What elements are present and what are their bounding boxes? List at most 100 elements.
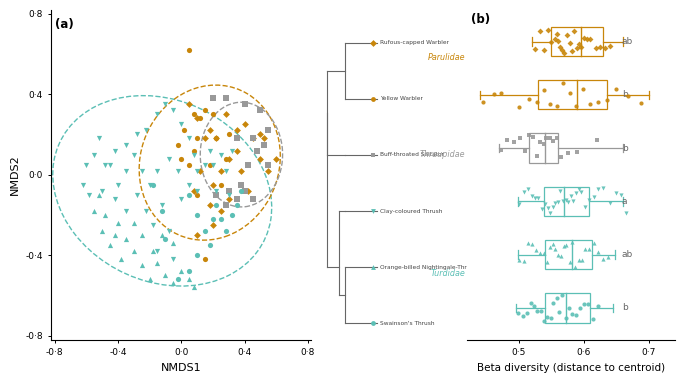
Point: [121, 141, 132, 147]
Point: [232, 136, 242, 142]
Point: [488, 91, 499, 97]
Point: [564, 40, 575, 46]
Point: [157, 232, 168, 238]
Point: [593, 303, 603, 309]
Point: [128, 248, 139, 254]
Point: [152, 168, 163, 174]
Point: [495, 90, 506, 96]
Point: [512, 310, 523, 316]
Point: [554, 44, 565, 50]
Text: b: b: [622, 144, 627, 152]
Point: [179, 127, 190, 134]
Point: [220, 95, 231, 101]
Text: ab: ab: [622, 250, 633, 259]
Point: [100, 212, 111, 218]
Point: [204, 202, 215, 208]
Point: [543, 205, 553, 211]
Point: [223, 188, 234, 194]
Point: [121, 236, 132, 242]
Point: [97, 188, 108, 194]
Point: [220, 228, 231, 234]
Point: [556, 253, 566, 259]
Point: [576, 257, 587, 263]
Point: [168, 256, 179, 262]
Point: [538, 46, 549, 53]
Point: [501, 136, 512, 142]
Point: [636, 99, 647, 106]
Point: [236, 188, 247, 194]
Text: Clay-coloured Thrush: Clay-coloured Thrush: [379, 209, 442, 214]
Point: [160, 236, 171, 242]
Point: [533, 195, 544, 202]
Point: [538, 318, 549, 324]
Point: [184, 192, 195, 198]
Point: [109, 147, 120, 154]
Point: [546, 39, 557, 45]
Point: [239, 121, 250, 127]
Text: b: b: [622, 303, 627, 312]
Point: [530, 46, 540, 52]
Point: [223, 192, 234, 198]
Point: [128, 220, 139, 226]
Point: [558, 197, 569, 204]
Point: [210, 202, 221, 208]
Point: [601, 98, 612, 104]
Point: [184, 182, 195, 188]
Point: [552, 252, 563, 258]
Point: [552, 199, 563, 205]
Point: [220, 168, 231, 174]
Point: [199, 136, 210, 142]
Point: [573, 257, 584, 263]
Point: [534, 28, 545, 35]
Point: [565, 193, 576, 199]
Point: [542, 314, 553, 320]
Point: [566, 239, 577, 245]
Point: [525, 300, 536, 306]
Point: [623, 93, 634, 99]
Point: [258, 136, 269, 142]
Point: [157, 208, 168, 214]
Point: [368, 152, 379, 158]
Point: [188, 111, 199, 118]
Point: [578, 35, 589, 41]
Point: [368, 96, 379, 102]
Point: [566, 48, 577, 54]
Point: [562, 32, 573, 38]
Point: [192, 188, 203, 194]
Point: [204, 162, 215, 168]
Point: [584, 246, 595, 252]
Point: [569, 28, 580, 34]
Point: [477, 99, 488, 106]
Text: Parulidae: Parulidae: [428, 53, 465, 62]
Point: [564, 90, 575, 96]
Point: [514, 104, 525, 110]
Point: [534, 250, 545, 256]
Point: [208, 95, 219, 101]
Point: [532, 99, 543, 106]
Point: [112, 220, 123, 226]
X-axis label: Beta diversity (distance to centroid): Beta diversity (distance to centroid): [477, 363, 665, 373]
Point: [495, 147, 506, 153]
Point: [199, 162, 210, 168]
Point: [192, 192, 203, 198]
Point: [109, 196, 120, 202]
Point: [368, 264, 379, 270]
Point: [184, 276, 195, 283]
Point: [136, 232, 147, 238]
Point: [144, 182, 155, 188]
Point: [184, 101, 195, 107]
Bar: [529, 133, 558, 163]
Point: [136, 168, 147, 174]
Point: [215, 216, 226, 222]
Point: [552, 38, 563, 44]
Point: [562, 150, 573, 156]
Point: [514, 135, 525, 141]
Point: [208, 162, 219, 168]
Bar: [545, 293, 590, 323]
Text: (b): (b): [471, 13, 490, 26]
Point: [563, 199, 574, 205]
Point: [604, 43, 615, 49]
Point: [223, 156, 234, 162]
Point: [598, 255, 609, 262]
Point: [208, 216, 219, 222]
